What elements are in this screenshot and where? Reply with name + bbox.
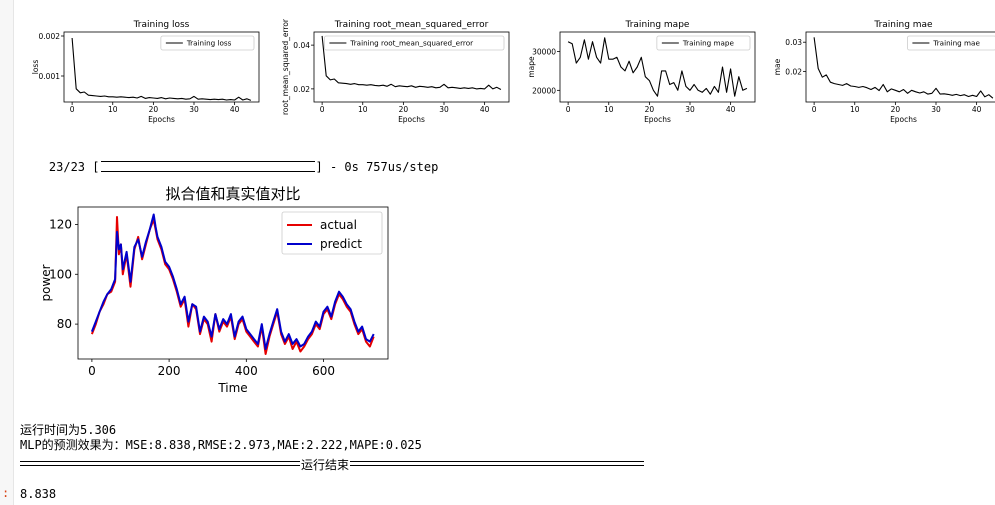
legend-label: Training root_mean_squared_error [349, 39, 473, 48]
x-tick-label: 200 [158, 364, 181, 378]
x-tick-label: 0 [320, 105, 325, 114]
y-axis-label: mape [527, 56, 536, 78]
x-tick-label: 0 [566, 105, 571, 114]
x-tick-label: 400 [235, 364, 258, 378]
plot-frame [313, 31, 510, 103]
legend-label: predict [320, 237, 362, 251]
x-axis-label: Epochs [890, 115, 917, 124]
x-tick-label: 20 [645, 105, 655, 114]
x-tick-label: 600 [312, 364, 335, 378]
x-tick-label: 40 [480, 105, 490, 114]
x-tick-label: 0 [88, 364, 96, 378]
chart-title: Training root_mean_squared_error [334, 20, 489, 30]
progress-count: 23/23 [48, 160, 86, 174]
x-axis-label: Time [217, 381, 247, 395]
series-line-Training-mae [813, 37, 994, 99]
chart-training-loss: Training loss 0 10 20 30 40 0.001 0.002 Epochs lo… [31, 20, 260, 124]
progress-open-bracket: [ [92, 160, 100, 174]
chart-title: Training mape [625, 20, 690, 30]
y-tick-label: 80 [57, 317, 72, 331]
progress-bar [100, 161, 315, 172]
series-line-Training-root_mean_squared_error [321, 35, 502, 90]
y-tick-label: 0.001 [39, 72, 61, 81]
progress-line: 23/23 [ ] - 0s 757us/step [20, 146, 438, 188]
plot-frame [559, 31, 756, 103]
x-tick-label: 10 [850, 105, 860, 114]
chart-training-mae: Training mae 0 10 20 30 40 0.02 0.03 Epochs mae Tr… [773, 20, 995, 124]
x-tick-label: 10 [604, 105, 614, 114]
x-tick-label: 10 [108, 105, 118, 114]
x-axis-label: Epochs [644, 115, 671, 124]
x-tick-label: 20 [399, 105, 409, 114]
output-prompt: : [2, 486, 10, 500]
progress-suffix: ] - 0s 757us/step [315, 160, 439, 174]
x-tick-label: 20 [891, 105, 901, 114]
x-tick-label: 30 [189, 105, 199, 114]
y-tick-label: 120 [49, 217, 72, 231]
legend-label: Training mae [932, 39, 980, 48]
cell-gutter [0, 0, 13, 505]
x-tick-label: 10 [358, 105, 368, 114]
y-tick-label: 30000 [532, 47, 556, 56]
notebook-output-cell: Training loss 0 10 20 30 40 0.001 0.002 Epochs lo… [14, 0, 995, 505]
y-tick-label: 0.02 [293, 85, 310, 94]
x-tick-label: 40 [972, 105, 982, 114]
y-tick-label: 0.002 [39, 32, 61, 41]
plot-frame [63, 31, 260, 103]
series-line-Training-loss [71, 37, 252, 101]
x-tick-label: 40 [726, 105, 736, 114]
gutter-divider [13, 0, 14, 505]
y-tick-label: 0.04 [293, 41, 310, 50]
plot-frame [77, 206, 389, 360]
chart-title: Training mae [873, 20, 933, 30]
y-axis-label: power [39, 264, 53, 301]
x-axis-label: Epochs [398, 115, 425, 124]
x-tick-label: 20 [149, 105, 159, 114]
y-axis-label: loss [31, 60, 40, 75]
output-text: 运行时间为5.306 MLP的预测效果为：MSE:8.838,RMSE:2.973… [20, 423, 422, 453]
x-tick-label: 30 [931, 105, 941, 114]
legend-label: Training mape [682, 39, 735, 48]
legend-box [656, 35, 751, 51]
y-axis-label: root_mean_squared_error [281, 18, 290, 115]
runtime-line: 运行时间为5.306 [20, 423, 117, 437]
end-label: 运行结束 [300, 456, 351, 473]
y-tick-label: 0.03 [785, 38, 802, 47]
x-axis-label: Epochs [148, 115, 175, 124]
x-tick-label: 30 [685, 105, 695, 114]
legend-box [160, 35, 255, 51]
series-line-predict [90, 213, 375, 350]
chart-fit-vs-actual: 拟合值和真实值对比 0 200 400 600 80 100 120 Time power actu… [39, 185, 389, 395]
y-tick-label: 20000 [532, 86, 556, 95]
y-axis-label: mae [773, 58, 782, 75]
x-tick-label: 30 [439, 105, 449, 114]
legend-label: actual [320, 218, 357, 232]
chart-training-rmse: Training root_mean_squared_error 0 10 20 30 4… [281, 18, 510, 124]
chart-title: 拟合值和真实值对比 [165, 185, 300, 203]
x-tick-label: 0 [70, 105, 75, 114]
result-value: 8.838 [20, 487, 57, 501]
end-divider: 运行结束 [20, 456, 644, 473]
y-tick-label: 100 [49, 267, 72, 281]
legend-label: Training loss [186, 39, 232, 48]
chart-training-mape: Training mape 0 10 20 30 40 20000 30000 Epochs ma… [527, 20, 756, 124]
x-tick-label: 0 [812, 105, 817, 114]
metrics-line: MLP的预测效果为：MSE:8.838,RMSE:2.973,MAE:2.222… [20, 438, 422, 452]
legend-box [324, 35, 505, 51]
x-tick-label: 40 [230, 105, 240, 114]
chart-title: Training loss [133, 20, 190, 30]
plot-frame [805, 31, 995, 103]
series-line-Training-mape [567, 37, 748, 97]
legend-box [907, 35, 995, 51]
y-tick-label: 0.02 [785, 67, 802, 76]
